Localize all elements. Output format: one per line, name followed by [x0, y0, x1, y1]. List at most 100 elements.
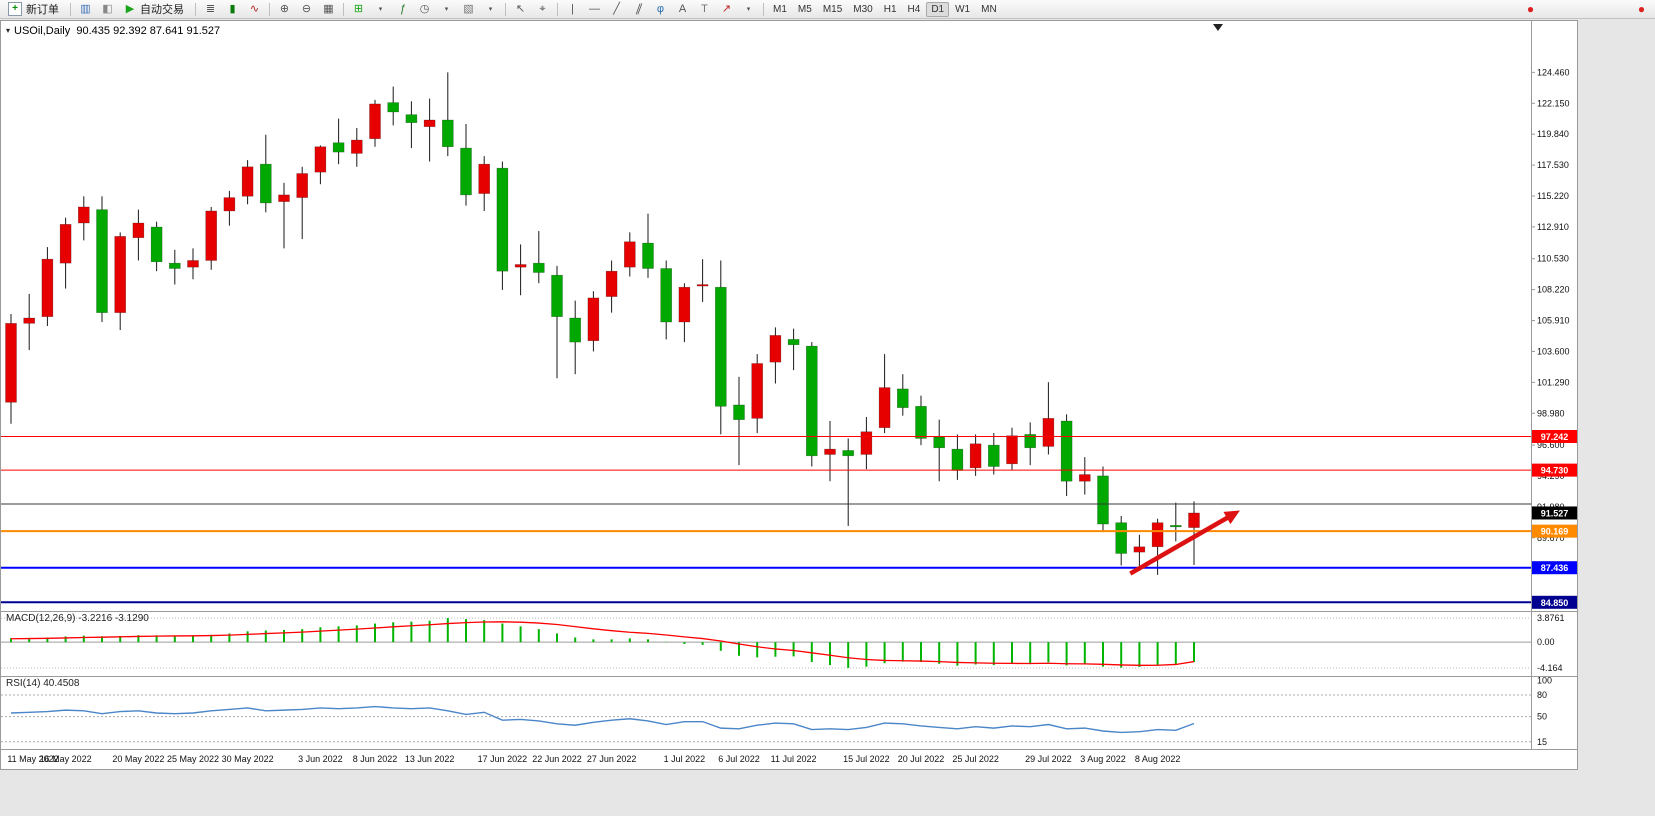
svg-text:124.460: 124.460 [1537, 67, 1570, 77]
svg-text:11 May 2022: 11 May 2022 [7, 754, 58, 764]
zoom-in-icon [279, 3, 291, 16]
line-chart-icon[interactable] [244, 0, 265, 18]
vertical-line-icon [567, 3, 579, 16]
trendline-icon[interactable] [606, 0, 627, 18]
svg-text:15: 15 [1537, 737, 1547, 747]
arrows-dropdown-icon[interactable] [738, 0, 759, 18]
text-label-icon[interactable] [694, 0, 715, 18]
svg-text:80: 80 [1537, 690, 1547, 700]
rsi-value: 40.4508 [43, 678, 80, 689]
cursor-icon [515, 3, 527, 16]
indicators-icon[interactable] [392, 0, 413, 18]
svg-text:13 Jun 2022: 13 Jun 2022 [405, 754, 455, 764]
ohlc-values: 90.435 92.392 87.641 91.527 [76, 25, 221, 37]
edge-notification-icon [1636, 3, 1648, 16]
horizontal-line-icon[interactable] [584, 0, 605, 18]
svg-text:-4.164: -4.164 [1537, 663, 1563, 673]
chart-canvas[interactable]: 124.460 122.150 119.840 117.530 115.220 112.9… [1, 21, 1577, 769]
templates-icon [463, 3, 475, 16]
vertical-line-icon[interactable] [562, 0, 583, 18]
cursor-icon[interactable] [510, 0, 531, 18]
fibonacci-icon[interactable] [650, 0, 671, 18]
crosshair-icon [537, 3, 549, 16]
periods-icon[interactable] [414, 0, 435, 18]
timeframe-m5-button[interactable]: M5 [797, 3, 812, 15]
svg-text:122.150: 122.150 [1537, 98, 1570, 108]
macd-value: -3.2216 [78, 613, 113, 624]
edge-notification-icon[interactable] [1631, 0, 1652, 18]
templates-dropdown-icon[interactable] [480, 0, 501, 18]
indicators-icon [397, 3, 409, 16]
svg-text:3 Jun 2022: 3 Jun 2022 [298, 754, 343, 764]
svg-text:103.600: 103.600 [1537, 346, 1570, 356]
new-order-icon [8, 2, 22, 16]
svg-text:100: 100 [1537, 676, 1552, 686]
fibonacci-icon [655, 3, 667, 16]
svg-text:11 Jul 2022: 11 Jul 2022 [771, 754, 817, 764]
new-order-button[interactable]: 新订单 [3, 0, 66, 19]
toolbar-separator [195, 2, 196, 16]
svg-text:115.220: 115.220 [1537, 191, 1569, 201]
new-order-button-label: 新订单 [26, 4, 59, 16]
navigator-icon[interactable] [97, 0, 118, 18]
chart-dropdown-icon[interactable] [370, 0, 391, 18]
time-axis[interactable] [1, 749, 1531, 769]
notification-icon[interactable] [1520, 0, 1541, 18]
channel-icon[interactable] [628, 0, 649, 18]
svg-text:108.220: 108.220 [1537, 285, 1570, 295]
toolbar-separator [343, 2, 344, 16]
timeframe-d1-button[interactable]: D1 [926, 1, 950, 17]
autotrading-button[interactable]: 自动交易 [119, 0, 191, 19]
svg-text:97.242: 97.242 [1541, 432, 1569, 442]
svg-text:1 Jul 2022: 1 Jul 2022 [664, 754, 706, 764]
price-axis[interactable] [1531, 21, 1577, 749]
bar-chart-icon[interactable] [200, 0, 221, 18]
channel-icon [633, 3, 645, 16]
periods-dropdown-icon [443, 3, 450, 16]
svg-text:98.980: 98.980 [1537, 408, 1565, 418]
templates-dropdown-icon [487, 3, 494, 16]
crosshair-icon[interactable] [532, 0, 553, 18]
svg-text:8 Jun 2022: 8 Jun 2022 [353, 754, 398, 764]
zoom-out-icon[interactable] [296, 0, 317, 18]
navigator-icon [102, 3, 114, 16]
tile-windows-icon[interactable] [318, 0, 339, 18]
svg-text:6 Jul 2022: 6 Jul 2022 [718, 754, 760, 764]
notification-icon [1525, 3, 1537, 16]
candlestick-chart-icon [227, 3, 239, 16]
timeframe-mn-button[interactable]: MN [981, 3, 997, 15]
svg-text:25 May 2022: 25 May 2022 [167, 754, 219, 764]
candlestick-chart-icon[interactable] [222, 0, 243, 18]
market-watch-icon[interactable] [75, 0, 96, 18]
svg-text:89.670: 89.670 [1537, 533, 1565, 543]
svg-text:16 May 2022: 16 May 2022 [40, 754, 92, 764]
new-chart-icon[interactable] [348, 0, 369, 18]
one-click-trading-arrow-icon[interactable] [6, 26, 10, 35]
timeframe-m1-button[interactable]: M1 [773, 3, 787, 15]
timeframe-h4-button[interactable]: H4 [907, 3, 921, 15]
rsi-name: RSI(14) [6, 678, 41, 689]
svg-text:105.910: 105.910 [1537, 316, 1570, 326]
toolbar-separator [557, 2, 558, 16]
timeframe-m15-button[interactable]: M15 [822, 3, 843, 15]
timeframe-w1-button[interactable]: W1 [955, 3, 971, 15]
svg-text:119.840: 119.840 [1537, 129, 1569, 139]
svg-text:94.730: 94.730 [1541, 466, 1569, 476]
macd-signal-value: -3.1290 [114, 613, 149, 624]
timeframe-h1-button[interactable]: H1 [883, 3, 897, 15]
svg-text:50: 50 [1537, 712, 1547, 722]
zoom-in-icon[interactable] [274, 0, 295, 18]
periods-dropdown-icon[interactable] [436, 0, 457, 18]
zoom-out-icon [301, 3, 313, 16]
chart-window[interactable]: 124.460 122.150 119.840 117.530 115.220 112.9… [0, 20, 1578, 770]
arrows-icon[interactable] [716, 0, 737, 18]
periods-icon [419, 3, 431, 16]
timeframe-m30-button[interactable]: M30 [853, 3, 873, 15]
chart-dropdown-icon [377, 3, 384, 16]
new-chart-icon [353, 3, 365, 16]
templates-icon[interactable] [458, 0, 479, 18]
svg-text:84.850: 84.850 [1541, 598, 1569, 608]
svg-text:117.530: 117.530 [1537, 160, 1569, 170]
text-icon[interactable] [672, 0, 693, 18]
